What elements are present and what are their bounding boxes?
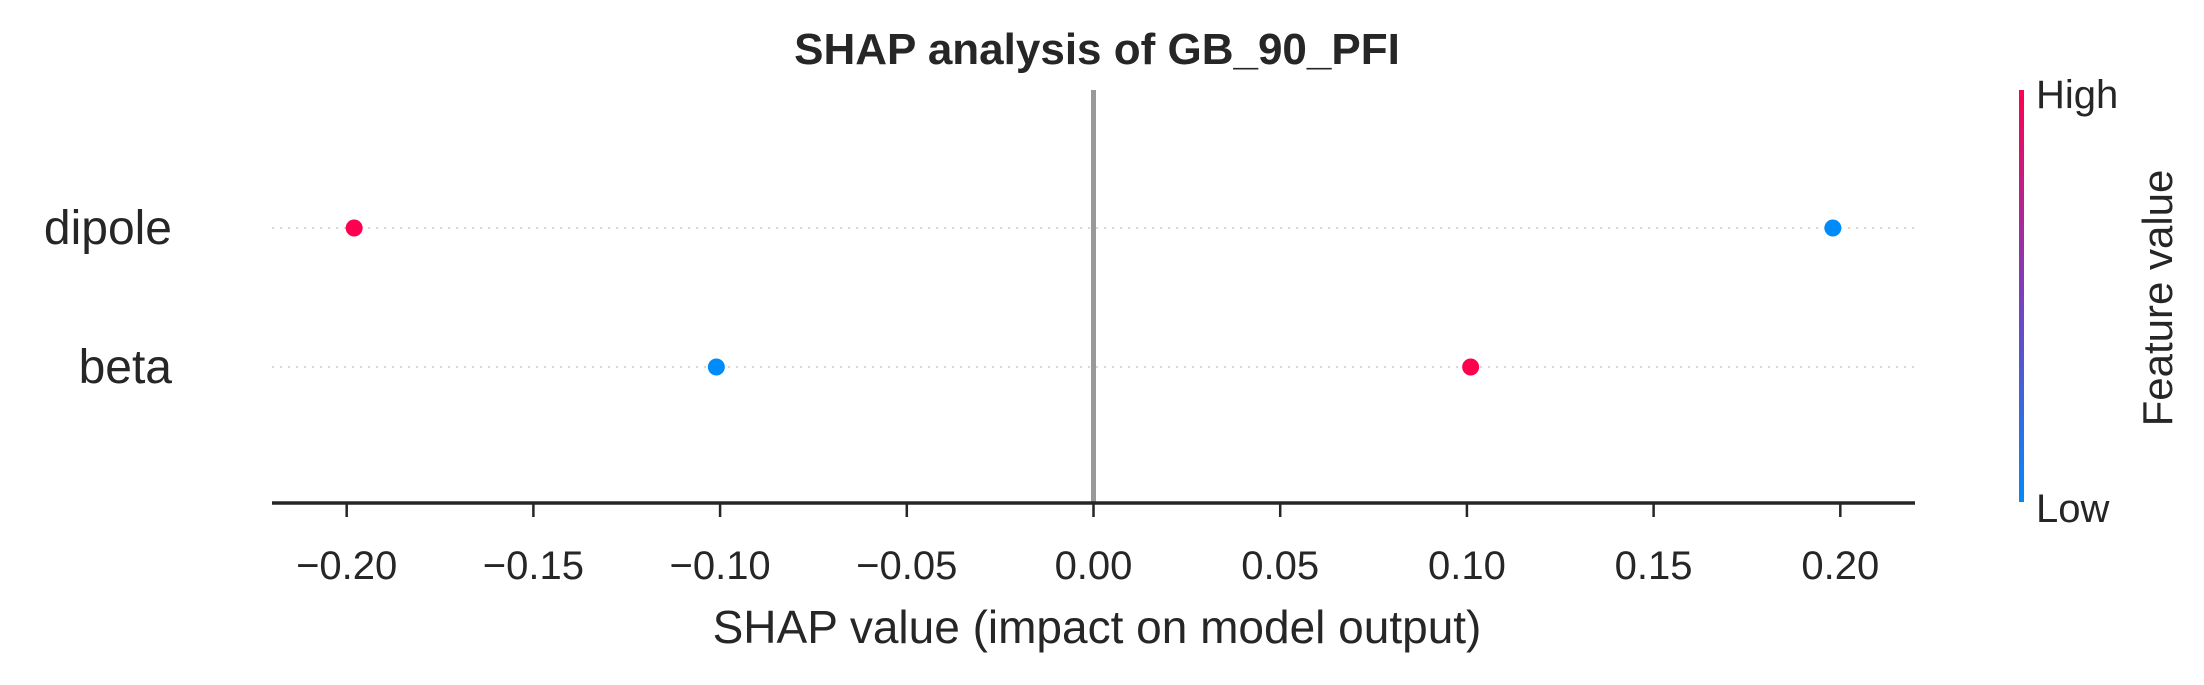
data-point-dipole-low bbox=[1824, 219, 1842, 237]
feature-label-dipole: dipole bbox=[44, 202, 172, 255]
chart-title: SHAP analysis of GB_90_PFI bbox=[794, 25, 1400, 74]
x-tick-label: −0.20 bbox=[296, 544, 397, 588]
x-tick-label: 0.00 bbox=[1055, 544, 1133, 588]
colorbar-title: Feature value bbox=[2134, 170, 2181, 427]
colorbar bbox=[2019, 90, 2024, 502]
x-tick-label: −0.05 bbox=[856, 544, 957, 588]
x-tick-label: −0.10 bbox=[669, 544, 770, 588]
x-axis-label: SHAP value (impact on model output) bbox=[713, 601, 1482, 653]
x-tick-label: −0.15 bbox=[483, 544, 584, 588]
x-tick-label: 0.15 bbox=[1615, 544, 1693, 588]
x-tick-label: 0.05 bbox=[1241, 544, 1319, 588]
x-tick-label: 0.20 bbox=[1801, 544, 1879, 588]
colorbar-high-label: High bbox=[2036, 73, 2118, 117]
data-point-beta-low bbox=[707, 358, 725, 376]
feature-label-beta: beta bbox=[79, 341, 173, 394]
x-tick-label: 0.10 bbox=[1428, 544, 1506, 588]
data-point-beta-high bbox=[1462, 358, 1480, 376]
colorbar-low-label: Low bbox=[2036, 487, 2109, 531]
plot-area: dipole beta −0.20 −0.15 −0.10 −0.05 0.00 0.05 0.… bbox=[44, 90, 1915, 588]
data-point-dipole-high bbox=[345, 219, 363, 237]
